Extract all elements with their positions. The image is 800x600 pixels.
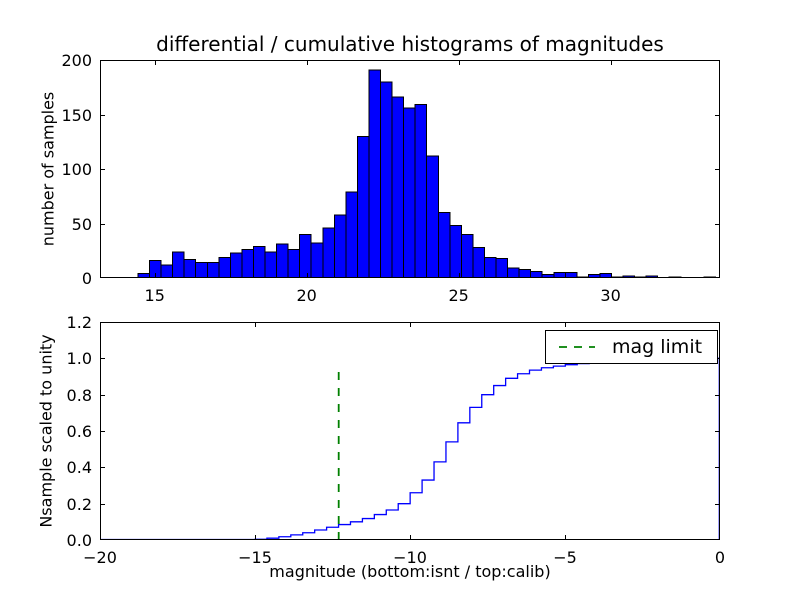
legend-dashed-line-sample [559,346,595,348]
top-x-tick-label: 20 [296,286,317,305]
bottom-x-tick-label: 0 [714,548,726,567]
bottom-x-tick-label: −20 [83,548,117,567]
top-y-tick-label: 150 [61,105,92,125]
bottom-x-tick-label: −15 [238,548,272,567]
top-x-tick-label: 15 [144,286,165,305]
legend-label: mag limit [612,335,703,358]
bottom-y-tick-label: 0.6 [66,422,92,441]
bottom-y-tick-label: 1.0 [66,349,92,369]
bottom-x-tick-label: −10 [393,548,427,567]
histogram-axes [100,60,720,278]
bottom-y-tick-label: 0.2 [66,494,92,514]
chart-title: differential / cumulative histograms of … [156,32,664,56]
top-y-tick-label: 0 [81,269,92,288]
bottom-y-tick-label: 0.0 [66,531,92,550]
bottom-y-tick-label: 0.4 [66,458,92,478]
top-x-tick-label: 25 [448,286,469,305]
legend: mag limit [545,330,718,364]
bottom-y-tick-label: 1.2 [66,313,92,332]
histogram-plot-area [100,60,720,278]
bottom-x-axis-label: magnitude (bottom:isnt / top:calib) [269,562,551,581]
bottom-y-tick-label: 0.8 [66,385,92,405]
top-y-tick-label: 200 [61,51,92,70]
top-x-tick-label: 30 [600,286,621,305]
top-y-tick-label: 100 [61,160,92,179]
bottom-x-tick-label: −5 [553,548,577,567]
top-y-tick-label: 50 [71,214,92,234]
